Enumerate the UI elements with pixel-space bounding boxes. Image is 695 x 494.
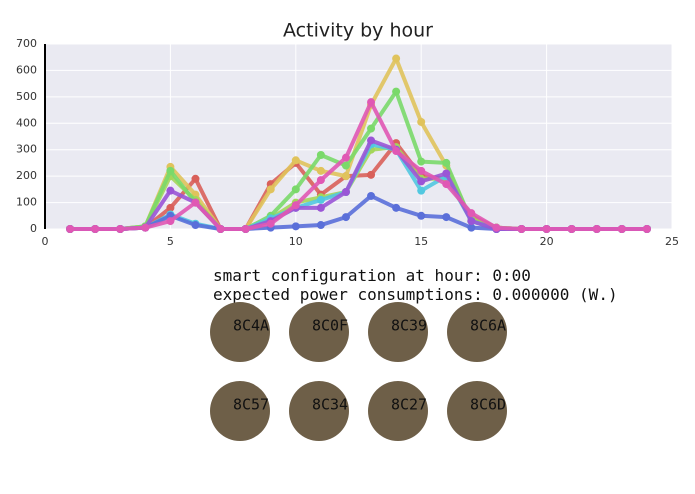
y-tick-label: 600: [16, 63, 37, 76]
device-button[interactable]: [368, 381, 428, 441]
point: [367, 170, 376, 179]
x-tick-label: 25: [665, 235, 679, 248]
y-tick-label: 0: [30, 222, 37, 235]
y-tick-label: 100: [16, 196, 37, 209]
point: [166, 217, 175, 226]
point: [542, 225, 551, 233]
status-line: smart configuration at hour: 0:00: [213, 266, 531, 285]
y-tick-label: 700: [16, 37, 37, 50]
point: [392, 54, 401, 63]
y-tick-label: 400: [16, 116, 37, 129]
point: [417, 186, 426, 195]
status-line: expected power consumptions: 0.000000 (W…: [213, 285, 618, 304]
x-tick-label: 5: [167, 235, 174, 248]
point: [116, 225, 125, 233]
point: [316, 151, 325, 159]
x-tick-label: 10: [289, 235, 303, 248]
device-label[interactable]: 8C4A: [233, 317, 269, 335]
point: [291, 156, 300, 165]
point: [417, 166, 426, 175]
point: [367, 191, 376, 200]
device-label[interactable]: 8C57: [233, 396, 269, 414]
point: [417, 211, 426, 220]
point: [66, 225, 75, 233]
device-label[interactable]: 8C6A: [470, 317, 506, 335]
point: [266, 185, 275, 194]
point: [517, 225, 526, 233]
device-button[interactable]: [210, 302, 270, 362]
point: [367, 98, 376, 107]
x-tick-label: 15: [414, 235, 428, 248]
point: [442, 180, 451, 189]
device-button[interactable]: [368, 302, 428, 362]
point: [492, 223, 501, 232]
point: [467, 209, 476, 218]
point: [417, 157, 426, 166]
point: [467, 217, 476, 226]
point: [392, 147, 401, 156]
point: [367, 124, 376, 133]
point: [291, 201, 300, 210]
y-tick-label: 200: [16, 169, 37, 182]
point: [166, 166, 175, 175]
point: [166, 203, 175, 212]
point: [166, 186, 175, 195]
point: [91, 225, 100, 233]
point: [442, 169, 451, 178]
point: [316, 195, 325, 204]
point: [316, 176, 325, 185]
point: [191, 221, 200, 230]
device-button[interactable]: [447, 381, 507, 441]
point: [191, 174, 200, 183]
point: [467, 223, 476, 232]
point: [341, 213, 350, 222]
point: [592, 225, 601, 233]
point: [291, 222, 300, 231]
point: [341, 188, 350, 196]
point: [266, 219, 275, 228]
point: [392, 203, 401, 212]
point: [442, 158, 451, 167]
point: [442, 213, 451, 222]
point: [216, 225, 225, 233]
point: [316, 166, 325, 175]
point: [341, 161, 350, 170]
point: [417, 117, 426, 126]
device-label[interactable]: 8C39: [391, 317, 427, 335]
point: [417, 177, 426, 186]
point: [241, 225, 250, 233]
point: [341, 153, 350, 162]
device-label[interactable]: 8C0F: [312, 317, 348, 335]
point: [341, 172, 350, 181]
device-label[interactable]: 8C34: [312, 396, 348, 414]
device-button[interactable]: [289, 302, 349, 362]
device-button[interactable]: [447, 302, 507, 362]
point: [392, 87, 401, 96]
x-tick-label: 20: [540, 235, 554, 248]
point: [291, 185, 300, 194]
device-label[interactable]: 8C6D: [470, 396, 506, 414]
point: [567, 225, 576, 233]
series-line: [70, 100, 647, 231]
y-tick-label: 500: [16, 90, 37, 103]
point: [316, 203, 325, 212]
point: [316, 221, 325, 230]
chart-title: Activity by hour: [283, 20, 433, 42]
point: [642, 225, 651, 233]
y-tick-label: 300: [16, 143, 37, 156]
device-label[interactable]: 8C27: [391, 396, 427, 414]
device-button[interactable]: [289, 381, 349, 441]
device-button[interactable]: [210, 381, 270, 441]
point: [141, 223, 150, 232]
x-tick-label: 0: [42, 235, 49, 248]
point: [191, 198, 200, 207]
point: [617, 225, 626, 233]
point: [367, 136, 376, 145]
